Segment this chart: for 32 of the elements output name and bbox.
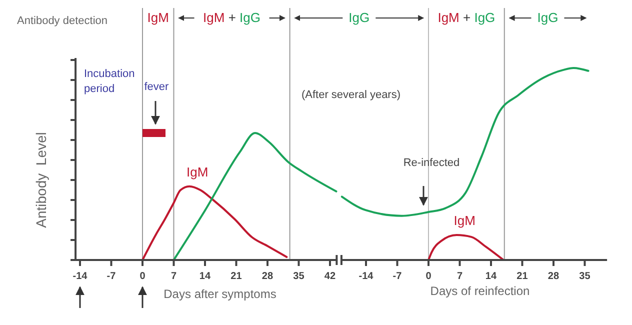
x-tick-label: 35 [293, 271, 305, 282]
x-tick-label: 21 [516, 271, 528, 282]
x-tick-label: 0 [426, 271, 432, 282]
x-tick-label: 7 [456, 271, 463, 282]
annotation: (After several years) [301, 89, 401, 101]
y-axis-title: Antibody Level [33, 132, 49, 228]
x-tick-label: 42 [324, 271, 336, 282]
ref-line-label: IgM + IgG [438, 10, 496, 25]
ref-line-label: IgM [147, 10, 169, 25]
x-tick-label: 14 [199, 271, 211, 282]
series-label: IgM [186, 164, 208, 180]
x-tick-label: 14 [485, 271, 497, 282]
ref-line-label: IgG [348, 10, 370, 25]
x-tick-label: -14 [72, 271, 88, 282]
annotation: Re-infected [403, 157, 460, 169]
text: Incubation period [84, 68, 135, 95]
x-tick-label: 0 [140, 271, 146, 282]
x-axis-title: Days after symptoms [164, 287, 276, 301]
text: Antibody detection [17, 15, 108, 27]
x-tick-label: -7 [106, 271, 116, 282]
x-tick-label: 7 [170, 271, 177, 282]
ref-line-label: IgM + IgG [203, 10, 261, 25]
series-label: IgM [454, 213, 476, 228]
x-tick-label: 35 [579, 271, 591, 282]
x-tick-label: -7 [392, 271, 402, 282]
x-tick-label: -14 [358, 271, 374, 282]
text: fever [144, 81, 170, 93]
x-axis-title: Days of reinfection [430, 284, 530, 298]
x-tick-label: 28 [548, 271, 560, 282]
x-tick-label: 28 [262, 271, 274, 282]
x-tick-label: 21 [230, 271, 242, 282]
ref-line-label: IgG [537, 10, 558, 25]
